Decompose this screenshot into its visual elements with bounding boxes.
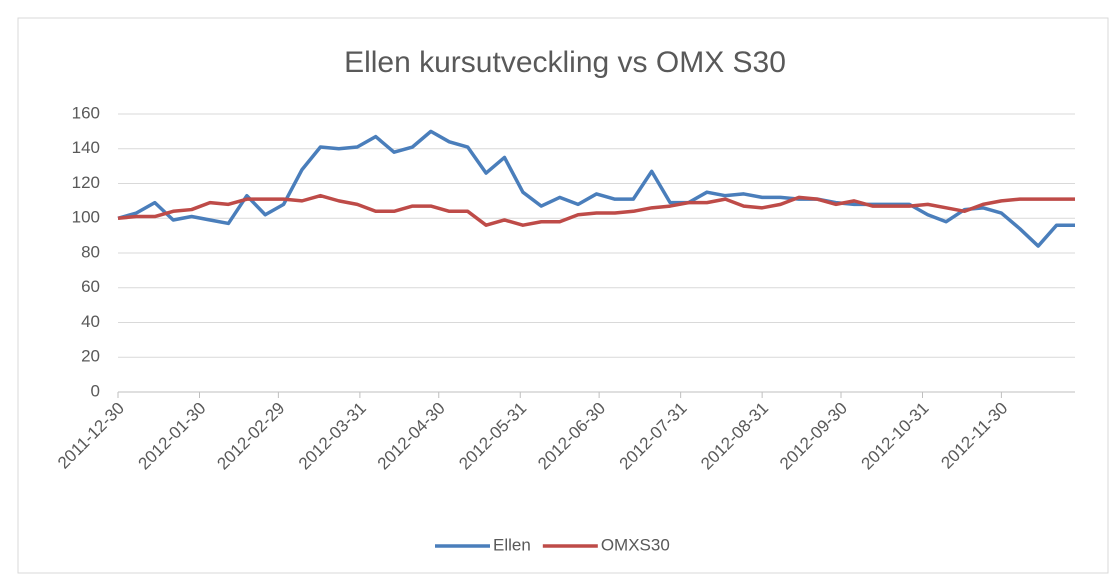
- chart-title: Ellen kursutveckling vs OMX S30: [344, 46, 786, 79]
- legend-label: OMXS30: [601, 535, 670, 554]
- y-tick-label: 120: [72, 173, 100, 192]
- y-tick-label: 80: [81, 242, 100, 261]
- y-tick-label: 160: [72, 103, 100, 122]
- y-tick-label: 20: [81, 347, 100, 366]
- line-series: [117, 193, 1075, 227]
- chart-border: [17, 17, 1109, 574]
- y-tick-label: 0: [91, 381, 100, 400]
- line-series: [117, 129, 1075, 248]
- y-tick-label: 60: [81, 277, 100, 296]
- legend-label: Ellen: [493, 535, 531, 554]
- y-tick-label: 100: [72, 208, 100, 227]
- y-tick-label: 40: [81, 312, 100, 331]
- y-tick-label: 140: [72, 138, 100, 157]
